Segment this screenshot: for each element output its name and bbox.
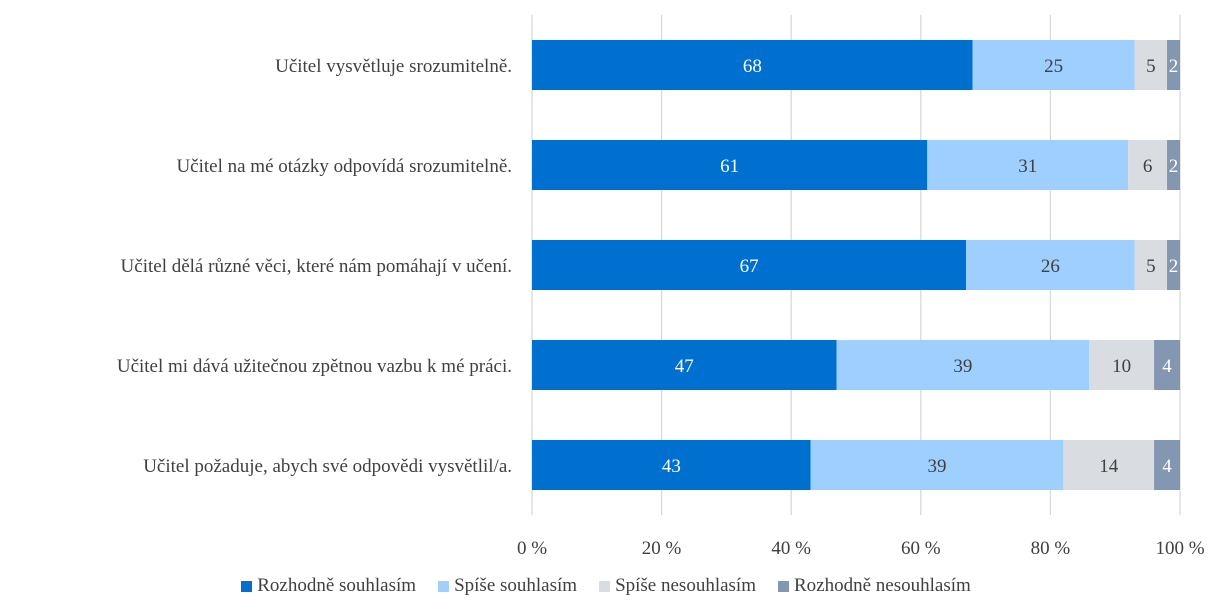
bar-segment [532, 340, 837, 390]
x-tick-label: 0 % [517, 538, 547, 559]
category-label: Učitel požaduje, abych své odpovědi vysv… [143, 456, 512, 477]
legend-item: Rozhodně nesouhlasím [777, 575, 971, 597]
bar-segment [927, 140, 1129, 190]
data-label: 2 [1169, 56, 1179, 77]
x-tick-label: 80 % [1031, 538, 1071, 559]
data-label: 5 [1146, 56, 1156, 77]
data-label: 39 [953, 356, 972, 377]
legend-item: Spíše souhlasím [438, 575, 577, 597]
data-label: 6 [1143, 156, 1153, 177]
bar-segment [1134, 240, 1168, 290]
bars [532, 40, 1180, 490]
category-labels: Učitel vysvětluje srozumitelně. Učitel na… [117, 56, 512, 477]
x-tick-label: 60 % [901, 538, 941, 559]
data-label: 4 [1162, 356, 1172, 377]
data-label: 4 [1162, 456, 1172, 477]
bar-segment [1154, 440, 1180, 490]
bar-segment [532, 240, 967, 290]
legend-label: Spíše nesouhlasím [615, 575, 756, 596]
data-label: 67 [740, 256, 759, 277]
legend-swatch [599, 580, 611, 592]
bar-segment [972, 40, 1135, 90]
bar-segment [1089, 340, 1155, 390]
data-label: 25 [1044, 56, 1063, 77]
legend-label: Rozhodně souhlasím [257, 575, 417, 596]
category-label: Učitel dělá různé věci, které nám pomáha… [121, 256, 512, 277]
bar-segment [1128, 140, 1168, 190]
data-labels: 68 25 5 261 31 6 267 26 5 247 39 10 443 39 14 4 [662, 56, 1178, 477]
data-label: 68 [743, 56, 762, 77]
legend-item: Rozhodně souhlasím [241, 575, 416, 597]
bar-segment [532, 440, 811, 490]
data-label: 26 [1041, 256, 1060, 277]
bar-segment [1134, 40, 1168, 90]
data-label: 10 [1112, 356, 1131, 377]
data-label: 2 [1169, 256, 1179, 277]
legend-swatch [777, 580, 789, 592]
legend-label: Spíše souhlasím [454, 575, 578, 596]
legend-swatch [241, 580, 253, 592]
data-label: 39 [928, 456, 947, 477]
bar-segment [1167, 140, 1180, 190]
bar-segment [1063, 440, 1155, 490]
data-label: 2 [1169, 156, 1179, 177]
category-label: Učitel mi dává užitečnou zpětnou vazbu k… [117, 356, 512, 377]
legend-item: Spíše nesouhlasím [599, 575, 756, 597]
legend-swatch [438, 580, 450, 592]
bar-segment [532, 40, 973, 90]
x-tick-label: 100 % [1155, 538, 1204, 559]
data-label: 31 [1018, 156, 1037, 177]
bar-segment [1154, 340, 1180, 390]
bar-segment [836, 340, 1090, 390]
bar-segment [966, 240, 1135, 290]
bar-segment [1167, 240, 1180, 290]
bar-segment [532, 140, 928, 190]
x-axis-tick-labels: 0 % 20 % 40 % 60 % 80 % 100 % [517, 538, 1205, 559]
category-label: Učitel vysvětluje srozumitelně. [275, 56, 512, 77]
bar-segment [810, 440, 1064, 490]
x-tick-label: 20 % [642, 538, 682, 559]
chart-plot-area: 68 25 5 261 31 6 267 26 5 247 39 10 443 39 14 4 Učitel … [117, 15, 1205, 559]
data-label: 14 [1099, 456, 1119, 477]
data-label: 43 [662, 456, 681, 477]
bar-segment [1167, 40, 1180, 90]
data-label: 5 [1146, 256, 1156, 277]
legend: Rozhodně souhlasím Spíše souhlasím Spíše n… [0, 575, 1212, 597]
x-tick-label: 40 % [771, 538, 811, 559]
data-label: 47 [675, 356, 694, 377]
category-label: Učitel na mé otázky odpovídá srozumiteln… [176, 156, 512, 177]
legend-label: Rozhodně nesouhlasím [793, 575, 971, 596]
data-label: 61 [720, 156, 739, 177]
